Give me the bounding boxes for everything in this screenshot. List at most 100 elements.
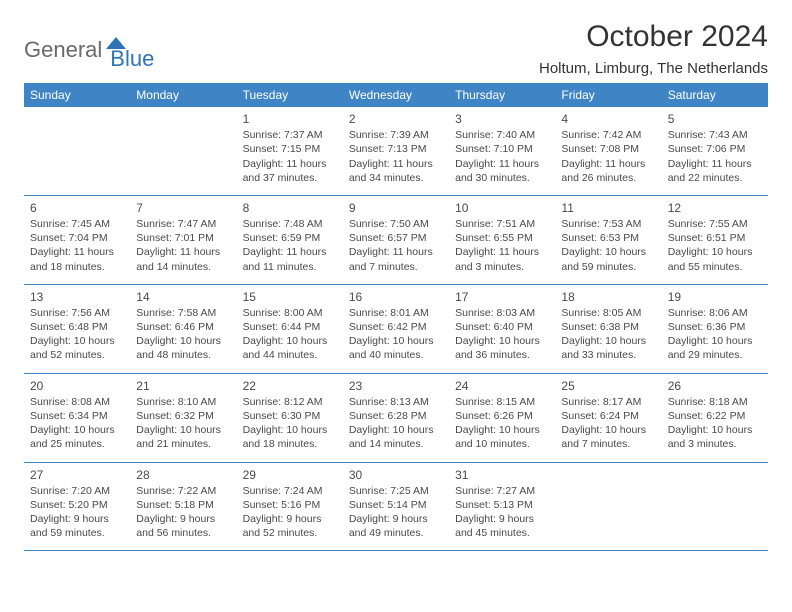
daylight-text: Daylight: 11 hours and 37 minutes. — [243, 157, 337, 185]
sunrise-text: Sunrise: 8:05 AM — [561, 306, 655, 320]
sunrise-text: Sunrise: 7:45 AM — [30, 217, 124, 231]
day-number: 22 — [243, 378, 337, 394]
sunrise-text: Sunrise: 8:06 AM — [668, 306, 762, 320]
calendar-cell: 8Sunrise: 7:48 AMSunset: 6:59 PMDaylight… — [237, 195, 343, 284]
daylight-text: Daylight: 11 hours and 3 minutes. — [455, 245, 549, 273]
day-number: 6 — [30, 200, 124, 216]
sunrise-text: Sunrise: 7:56 AM — [30, 306, 124, 320]
logo-text-blue: Blue — [110, 46, 154, 72]
header: General Blue October 2024 Holtum, Limbur… — [24, 20, 768, 77]
calendar-row: 27Sunrise: 7:20 AMSunset: 5:20 PMDayligh… — [24, 462, 768, 551]
sunrise-text: Sunrise: 8:18 AM — [668, 395, 762, 409]
calendar-cell: 20Sunrise: 8:08 AMSunset: 6:34 PMDayligh… — [24, 373, 130, 462]
daylight-text: Daylight: 10 hours and 55 minutes. — [668, 245, 762, 273]
calendar-cell: 7Sunrise: 7:47 AMSunset: 7:01 PMDaylight… — [130, 195, 236, 284]
sunset-text: Sunset: 5:20 PM — [30, 498, 124, 512]
sunrise-text: Sunrise: 8:00 AM — [243, 306, 337, 320]
daylight-text: Daylight: 11 hours and 7 minutes. — [349, 245, 443, 273]
sunset-text: Sunset: 6:22 PM — [668, 409, 762, 423]
day-number: 18 — [561, 289, 655, 305]
sunset-text: Sunset: 6:51 PM — [668, 231, 762, 245]
day-number: 10 — [455, 200, 549, 216]
day-number: 21 — [136, 378, 230, 394]
calendar-cell: 2Sunrise: 7:39 AMSunset: 7:13 PMDaylight… — [343, 107, 449, 195]
calendar-cell: 31Sunrise: 7:27 AMSunset: 5:13 PMDayligh… — [449, 462, 555, 551]
day-number: 24 — [455, 378, 549, 394]
sunrise-text: Sunrise: 7:42 AM — [561, 128, 655, 142]
sunset-text: Sunset: 6:36 PM — [668, 320, 762, 334]
daylight-text: Daylight: 10 hours and 21 minutes. — [136, 423, 230, 451]
daylight-text: Daylight: 9 hours and 52 minutes. — [243, 512, 337, 540]
day-number: 7 — [136, 200, 230, 216]
day-number: 11 — [561, 200, 655, 216]
sunrise-text: Sunrise: 7:51 AM — [455, 217, 549, 231]
calendar-cell: 26Sunrise: 8:18 AMSunset: 6:22 PMDayligh… — [662, 373, 768, 462]
calendar-cell: 19Sunrise: 8:06 AMSunset: 6:36 PMDayligh… — [662, 284, 768, 373]
daylight-text: Daylight: 10 hours and 7 minutes. — [561, 423, 655, 451]
calendar-cell: 14Sunrise: 7:58 AMSunset: 6:46 PMDayligh… — [130, 284, 236, 373]
sunset-text: Sunset: 6:46 PM — [136, 320, 230, 334]
day-number: 23 — [349, 378, 443, 394]
day-number: 13 — [30, 289, 124, 305]
day-number: 28 — [136, 467, 230, 483]
day-number: 26 — [668, 378, 762, 394]
sunrise-text: Sunrise: 7:39 AM — [349, 128, 443, 142]
sunrise-text: Sunrise: 7:40 AM — [455, 128, 549, 142]
sunrise-text: Sunrise: 7:27 AM — [455, 484, 549, 498]
sunset-text: Sunset: 5:14 PM — [349, 498, 443, 512]
sunset-text: Sunset: 6:55 PM — [455, 231, 549, 245]
daylight-text: Daylight: 9 hours and 59 minutes. — [30, 512, 124, 540]
sunset-text: Sunset: 5:16 PM — [243, 498, 337, 512]
day-number: 2 — [349, 111, 443, 127]
daylight-text: Daylight: 10 hours and 18 minutes. — [243, 423, 337, 451]
calendar-cell: 27Sunrise: 7:20 AMSunset: 5:20 PMDayligh… — [24, 462, 130, 551]
calendar-cell: 15Sunrise: 8:00 AMSunset: 6:44 PMDayligh… — [237, 284, 343, 373]
calendar-row: 6Sunrise: 7:45 AMSunset: 7:04 PMDaylight… — [24, 195, 768, 284]
daylight-text: Daylight: 10 hours and 25 minutes. — [30, 423, 124, 451]
calendar-cell — [555, 462, 661, 551]
sunset-text: Sunset: 6:42 PM — [349, 320, 443, 334]
daylight-text: Daylight: 11 hours and 34 minutes. — [349, 157, 443, 185]
calendar-cell: 16Sunrise: 8:01 AMSunset: 6:42 PMDayligh… — [343, 284, 449, 373]
sunset-text: Sunset: 6:28 PM — [349, 409, 443, 423]
sunset-text: Sunset: 7:08 PM — [561, 142, 655, 156]
daylight-text: Daylight: 9 hours and 45 minutes. — [455, 512, 549, 540]
sunset-text: Sunset: 6:59 PM — [243, 231, 337, 245]
logo-text-general: General — [24, 37, 102, 63]
sunrise-text: Sunrise: 7:25 AM — [349, 484, 443, 498]
weekday-header-row: Sunday Monday Tuesday Wednesday Thursday… — [24, 83, 768, 107]
calendar-cell: 6Sunrise: 7:45 AMSunset: 7:04 PMDaylight… — [24, 195, 130, 284]
sunrise-text: Sunrise: 7:47 AM — [136, 217, 230, 231]
calendar-row: 20Sunrise: 8:08 AMSunset: 6:34 PMDayligh… — [24, 373, 768, 462]
daylight-text: Daylight: 10 hours and 48 minutes. — [136, 334, 230, 362]
sunrise-text: Sunrise: 8:15 AM — [455, 395, 549, 409]
sunrise-text: Sunrise: 8:12 AM — [243, 395, 337, 409]
sunset-text: Sunset: 6:24 PM — [561, 409, 655, 423]
daylight-text: Daylight: 10 hours and 33 minutes. — [561, 334, 655, 362]
weekday-header: Thursday — [449, 83, 555, 107]
calendar-cell: 3Sunrise: 7:40 AMSunset: 7:10 PMDaylight… — [449, 107, 555, 195]
sunset-text: Sunset: 5:13 PM — [455, 498, 549, 512]
day-number: 30 — [349, 467, 443, 483]
daylight-text: Daylight: 10 hours and 44 minutes. — [243, 334, 337, 362]
daylight-text: Daylight: 9 hours and 49 minutes. — [349, 512, 443, 540]
calendar-table: Sunday Monday Tuesday Wednesday Thursday… — [24, 83, 768, 551]
calendar-cell: 11Sunrise: 7:53 AMSunset: 6:53 PMDayligh… — [555, 195, 661, 284]
sunrise-text: Sunrise: 7:50 AM — [349, 217, 443, 231]
calendar-cell: 1Sunrise: 7:37 AMSunset: 7:15 PMDaylight… — [237, 107, 343, 195]
day-number: 4 — [561, 111, 655, 127]
weekday-header: Wednesday — [343, 83, 449, 107]
title-block: October 2024 Holtum, Limburg, The Nether… — [539, 20, 768, 77]
daylight-text: Daylight: 10 hours and 40 minutes. — [349, 334, 443, 362]
calendar-row: 1Sunrise: 7:37 AMSunset: 7:15 PMDaylight… — [24, 107, 768, 195]
sunrise-text: Sunrise: 7:43 AM — [668, 128, 762, 142]
calendar-cell: 21Sunrise: 8:10 AMSunset: 6:32 PMDayligh… — [130, 373, 236, 462]
daylight-text: Daylight: 11 hours and 30 minutes. — [455, 157, 549, 185]
sunrise-text: Sunrise: 8:13 AM — [349, 395, 443, 409]
calendar-cell: 22Sunrise: 8:12 AMSunset: 6:30 PMDayligh… — [237, 373, 343, 462]
day-number: 16 — [349, 289, 443, 305]
sunset-text: Sunset: 6:38 PM — [561, 320, 655, 334]
sunset-text: Sunset: 5:18 PM — [136, 498, 230, 512]
weekday-header: Tuesday — [237, 83, 343, 107]
sunrise-text: Sunrise: 7:53 AM — [561, 217, 655, 231]
